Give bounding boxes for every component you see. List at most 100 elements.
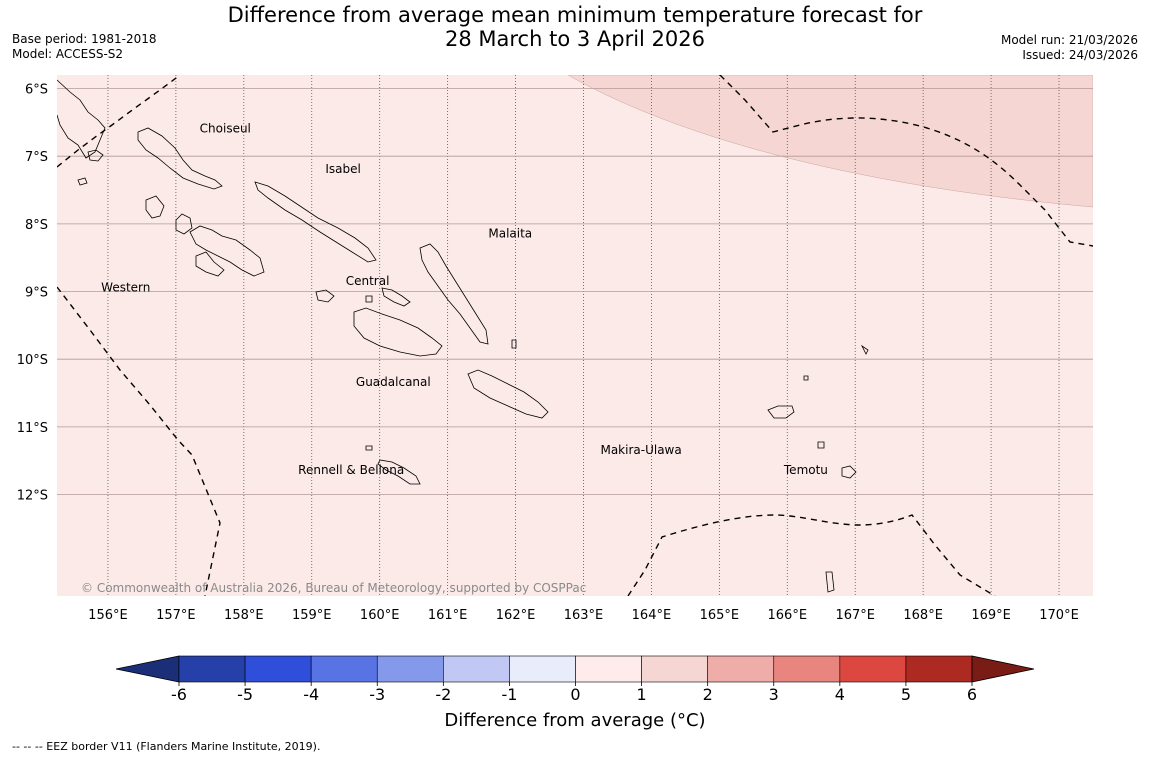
lon-tick-label: 170°E — [1039, 608, 1079, 623]
eez-line-nw — [57, 75, 181, 168]
lat-tick-label: 10°S — [17, 353, 48, 368]
latitude-gridlines — [57, 88, 1093, 495]
lon-tick-label: 163°E — [564, 608, 604, 623]
colorbar-tick-labels: -6 -5 -4 -3 -2 -1 0 1 2 3 4 5 6 — [171, 682, 977, 704]
map-title: Difference from average mean minimum tem… — [200, 3, 950, 51]
base-period: Base period: 1981-2018 — [12, 32, 157, 46]
lat-tick-label: 9°S — [25, 286, 48, 301]
colorbar-tick-label: -2 — [435, 685, 451, 704]
colorbar-tick-label: -5 — [237, 685, 253, 704]
province-label: Guadalcanal — [356, 375, 431, 389]
lon-tick-label: 165°E — [700, 608, 740, 623]
island-small-nw — [77, 177, 88, 186]
colorbar-segment — [773, 655, 841, 683]
eez-borders — [57, 75, 1093, 596]
island-kolombangara — [175, 213, 193, 235]
province-label: Rennell & Bellona — [298, 463, 404, 477]
island-russell — [315, 289, 335, 303]
latitude-labels: 6°S 7°S 8°S 9°S 10°S 11°S 12°S — [17, 83, 48, 504]
colorbar-segment — [839, 655, 907, 683]
colorbar-tick-label: 5 — [901, 685, 911, 704]
eez-legend: -- -- -- EEZ border V11 (Flanders Marine… — [12, 740, 321, 753]
colorbar-high-extend — [971, 655, 1035, 683]
colorbar-segment — [905, 655, 973, 683]
colorbar-segment — [376, 655, 444, 683]
colorbar-tick-label: -1 — [501, 685, 517, 704]
island-malaita — [419, 243, 489, 345]
colorbar-tick-label: -6 — [171, 685, 187, 704]
lat-tick-label: 6°S — [25, 83, 48, 98]
island-nggela — [381, 287, 411, 307]
island-nendo — [767, 405, 795, 419]
colorbar-segment — [641, 655, 708, 683]
forecast-meta-right: Model run: 21/03/2026 Issued: 24/03/2026 — [1001, 33, 1138, 63]
province-label: Choiseul — [200, 122, 251, 136]
island-rendova — [195, 251, 225, 277]
colorbar-low-extend — [115, 655, 180, 683]
colorbar-tick-label: 0 — [570, 685, 580, 704]
lon-tick-label: 162°E — [496, 608, 536, 623]
title-line-1: Difference from average mean minimum tem… — [227, 3, 923, 27]
lon-tick-label: 164°E — [632, 608, 672, 623]
colorbar-tick-label: -4 — [303, 685, 319, 704]
colorbar-segment — [443, 655, 510, 683]
colorbar-tick-label: 6 — [967, 685, 977, 704]
copyright-notice: © Commonwealth of Australia 2026, Bureau… — [81, 581, 586, 595]
colorbar-segment — [178, 655, 246, 683]
lon-tick-label: 166°E — [768, 608, 808, 623]
lat-tick-label: 12°S — [17, 489, 48, 504]
lat-tick-label: 11°S — [17, 421, 48, 436]
lon-tick-label: 161°E — [428, 608, 468, 623]
lon-tick-label: 160°E — [360, 608, 400, 623]
island-shortland — [87, 149, 104, 162]
title-line-2: 28 March to 3 April 2026 — [445, 27, 705, 51]
colorbar-label: Difference from average (°C) — [444, 710, 706, 731]
colorbar — [115, 655, 1035, 683]
island-bougainville — [57, 79, 106, 159]
lon-tick-label: 158°E — [224, 608, 264, 623]
island-duff — [803, 375, 809, 381]
province-label: Isabel — [325, 162, 360, 176]
colorbar-segment — [310, 655, 378, 683]
island-guadalcanal — [353, 307, 443, 357]
lat-tick-label: 8°S — [25, 218, 48, 233]
island-vella — [145, 195, 165, 219]
lon-tick-label: 156°E — [88, 608, 128, 623]
colorbar-tick-label: -3 — [369, 685, 385, 704]
colorbar-segment — [575, 655, 642, 683]
lon-tick-label: 169°E — [971, 608, 1011, 623]
eez-line-w — [57, 286, 221, 596]
colorbar-tick-label: 4 — [835, 685, 845, 704]
island-tikopia — [825, 571, 835, 593]
colorbar-segment — [707, 655, 775, 683]
colorbar-segment — [509, 655, 576, 683]
island-choiseul — [137, 127, 223, 190]
colorbar-tick-label: 2 — [703, 685, 713, 704]
lon-tick-label: 168°E — [903, 608, 943, 623]
province-label: Western — [101, 281, 150, 295]
eez-line-ne — [719, 75, 1093, 247]
lon-tick-label: 157°E — [156, 608, 196, 623]
longitude-labels: 156°E 157°E 158°E 159°E 160°E 161°E 162°E 163°E… — [88, 608, 1079, 623]
province-label: Temotu — [783, 463, 828, 477]
province-labels: Choiseul Isabel Malaita Western Central Guada… — [101, 122, 828, 478]
island-ulawa — [511, 339, 517, 349]
island-makira — [467, 369, 549, 419]
model-run: Model run: 21/03/2026 — [1000, 33, 1138, 47]
island-vanikoro — [841, 465, 857, 479]
model-name: Model: ACCESS-S2 — [12, 47, 124, 61]
lat-tick-label: 7°S — [25, 150, 48, 165]
forecast-meta-left: Base period: 1981-2018 Model: ACCESS-S2 — [12, 32, 157, 62]
island-new-georgia — [189, 225, 265, 277]
province-label: Central — [346, 274, 390, 288]
island-isabel — [254, 181, 377, 263]
island-rennell — [377, 459, 421, 485]
colorbar-tick-label: 3 — [769, 685, 779, 704]
colorbar-segment — [244, 655, 312, 683]
province-label: Makira-Ulawa — [600, 443, 681, 457]
province-label: Malaita — [488, 226, 532, 240]
issued-date: Issued: 24/03/2026 — [1022, 48, 1138, 62]
island-savo — [365, 295, 373, 303]
anomaly-band-1-2c — [567, 75, 1093, 208]
